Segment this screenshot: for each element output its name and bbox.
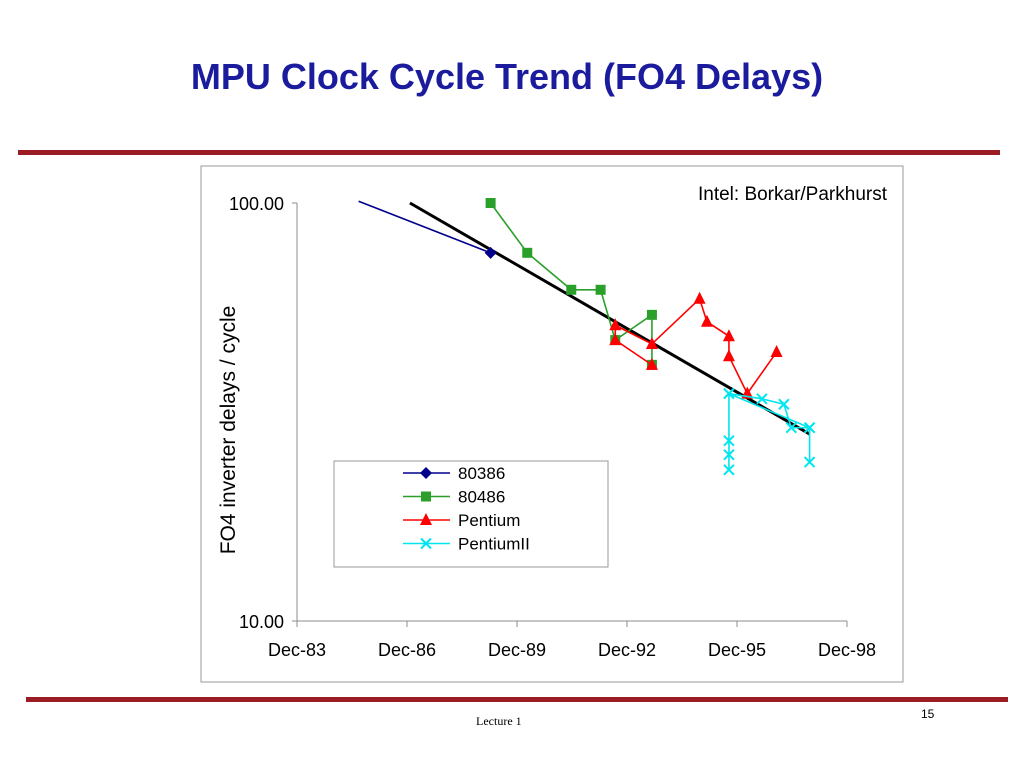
source-annotation: Intel: Borkar/Parkhurst xyxy=(698,184,888,205)
x-marker-stroke xyxy=(723,464,735,476)
data-point-pentium xyxy=(722,329,735,342)
legend-item-pentium: Pentium xyxy=(403,511,520,530)
x-marker-stroke xyxy=(778,398,790,410)
data-point-pentium xyxy=(770,345,783,358)
y-tick-label: 10.00 xyxy=(239,612,284,632)
data-point-80486 xyxy=(595,284,606,295)
legend-item-80386: 80386 xyxy=(403,464,505,483)
legend-marker xyxy=(421,491,431,502)
data-point-pentiumii xyxy=(803,456,816,468)
data-point-80486 xyxy=(566,284,577,295)
data-point-pentium xyxy=(609,333,622,346)
legend-label: 80486 xyxy=(458,488,505,507)
chart-frame-border xyxy=(200,165,904,683)
data-point-pentium xyxy=(693,291,706,304)
series-pentium-line xyxy=(614,297,778,396)
x-marker-stroke xyxy=(723,387,735,400)
footer-rule xyxy=(26,697,1008,702)
legend-label: PentiumII xyxy=(458,535,530,554)
data-point-pentium xyxy=(722,349,735,362)
x-marker-stroke xyxy=(803,456,816,468)
data-point-pentiumii xyxy=(723,448,735,461)
data-point-80486 xyxy=(646,309,657,320)
x-tick-label: Dec-95 xyxy=(708,640,766,660)
y-axis-label: FO4 inverter delays / cycle xyxy=(217,306,240,555)
data-point-pentiumii xyxy=(723,464,735,476)
legend-marker xyxy=(420,467,432,479)
data-point-pentium xyxy=(700,314,713,327)
slide-title: MPU Clock Cycle Trend (FO4 Delays) xyxy=(190,56,824,97)
legend-marker xyxy=(420,513,432,525)
x-marker-stroke xyxy=(420,537,432,550)
series-80386 xyxy=(358,200,497,259)
legend: 80386 80486 Pentium PentiumII xyxy=(333,460,609,568)
data-point-pentium xyxy=(609,318,622,331)
data-point-pentiumii xyxy=(723,434,735,447)
page-number: 15 xyxy=(921,707,935,721)
footer-text: Lecture 1 xyxy=(476,714,522,728)
data-point-pentium xyxy=(645,336,658,349)
x-tick-label: Dec-98 xyxy=(818,640,876,660)
x-marker-stroke xyxy=(723,434,735,447)
x-tick-label: Dec-89 xyxy=(488,640,546,660)
x-tick-label: Dec-86 xyxy=(378,640,436,660)
legend-marker xyxy=(420,537,432,550)
x-marker-stroke xyxy=(785,422,797,434)
legend-item-pentiumii: PentiumII xyxy=(403,535,530,554)
series-pentium xyxy=(609,291,783,399)
x-tick-label: Dec-83 xyxy=(268,640,326,660)
data-point-pentium xyxy=(645,357,658,370)
legend-label: 80386 xyxy=(458,464,505,483)
x-marker-stroke xyxy=(803,422,816,434)
legend-label: Pentium xyxy=(458,511,520,530)
series-80386-line xyxy=(358,200,491,254)
data-point-pentiumii xyxy=(778,398,790,410)
x-marker-stroke xyxy=(723,448,735,461)
y-tick-label: 100.00 xyxy=(229,194,284,214)
data-point-pentiumii xyxy=(803,422,816,434)
series-pentiumii xyxy=(723,387,816,476)
data-point-80486 xyxy=(485,198,496,208)
data-point-80386 xyxy=(484,246,497,259)
data-point-pentiumii xyxy=(785,422,797,434)
data-point-pentiumii xyxy=(723,387,735,400)
data-point-80486 xyxy=(522,247,533,258)
legend-box xyxy=(333,460,609,568)
x-marker-stroke xyxy=(756,393,768,405)
x-tick-label: Dec-92 xyxy=(598,640,656,660)
data-point-pentiumii xyxy=(756,393,768,405)
legend-item-80486: 80486 xyxy=(403,488,505,507)
title-rule xyxy=(18,150,1000,155)
